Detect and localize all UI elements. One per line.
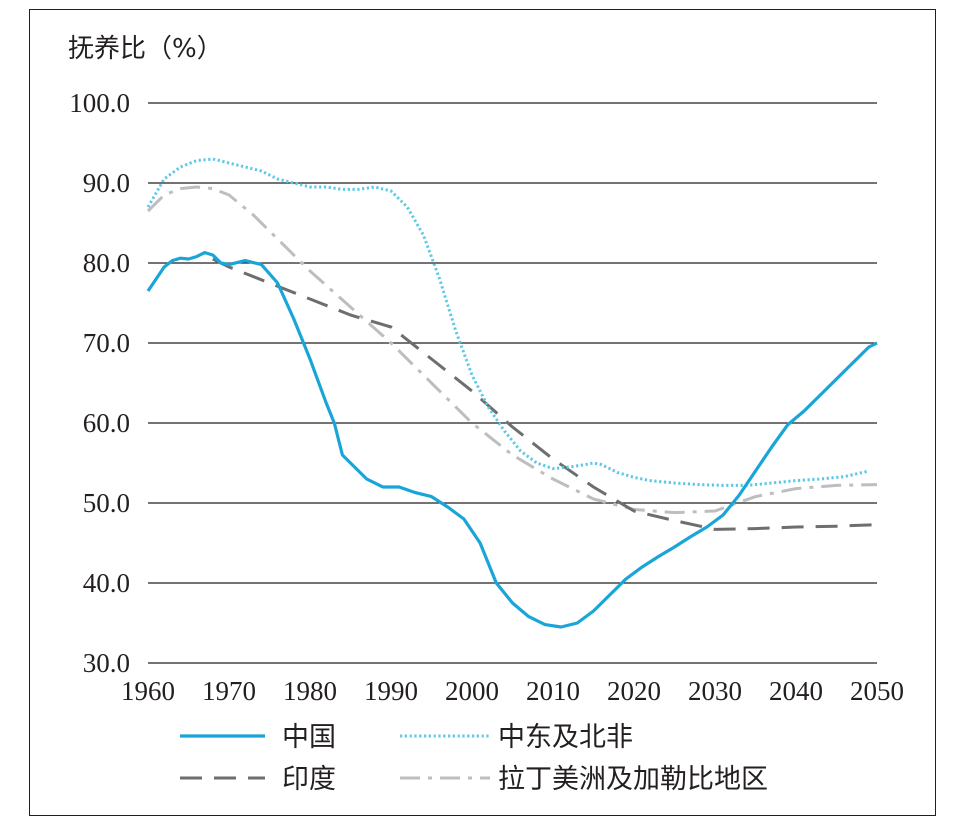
legend-label-1: 中国 xyxy=(282,722,336,753)
series-line-2 xyxy=(146,157,870,487)
x-tick-label: 2050 xyxy=(850,676,904,706)
x-tick-label: 2030 xyxy=(688,676,742,706)
y-tick-label: 80.0 xyxy=(83,248,130,278)
x-tick-label: 2020 xyxy=(607,676,661,706)
chart-frame xyxy=(29,9,936,816)
series-line-4 xyxy=(146,185,878,515)
x-tick-label: 1990 xyxy=(364,676,418,706)
series-line-3 xyxy=(212,257,878,531)
y-tick-label: 60.0 xyxy=(83,408,130,438)
series-line-1 xyxy=(146,251,878,629)
x-tick-label: 2040 xyxy=(769,676,823,706)
legend-label-2: 中东及北非 xyxy=(498,722,633,753)
legend-label-3: 印度 xyxy=(282,764,336,795)
legend-label-4: 拉丁美洲及加勒比地区 xyxy=(498,764,768,795)
x-tick-label: 1960 xyxy=(121,676,175,706)
x-tick-label: 2010 xyxy=(526,676,580,706)
y-tick-label: 90.0 xyxy=(83,168,130,198)
y-tick-label: 30.0 xyxy=(83,648,130,678)
y-tick-label: 40.0 xyxy=(83,568,130,598)
x-tick-label: 1980 xyxy=(283,676,337,706)
y-axis-label: 抚养比（%） xyxy=(68,34,223,64)
x-tick-label: 2000 xyxy=(445,676,499,706)
x-tick-label: 1970 xyxy=(202,676,256,706)
y-tick-label: 50.0 xyxy=(83,488,130,518)
y-tick-label: 70.0 xyxy=(83,328,130,358)
y-tick-label: 100.0 xyxy=(69,88,130,118)
